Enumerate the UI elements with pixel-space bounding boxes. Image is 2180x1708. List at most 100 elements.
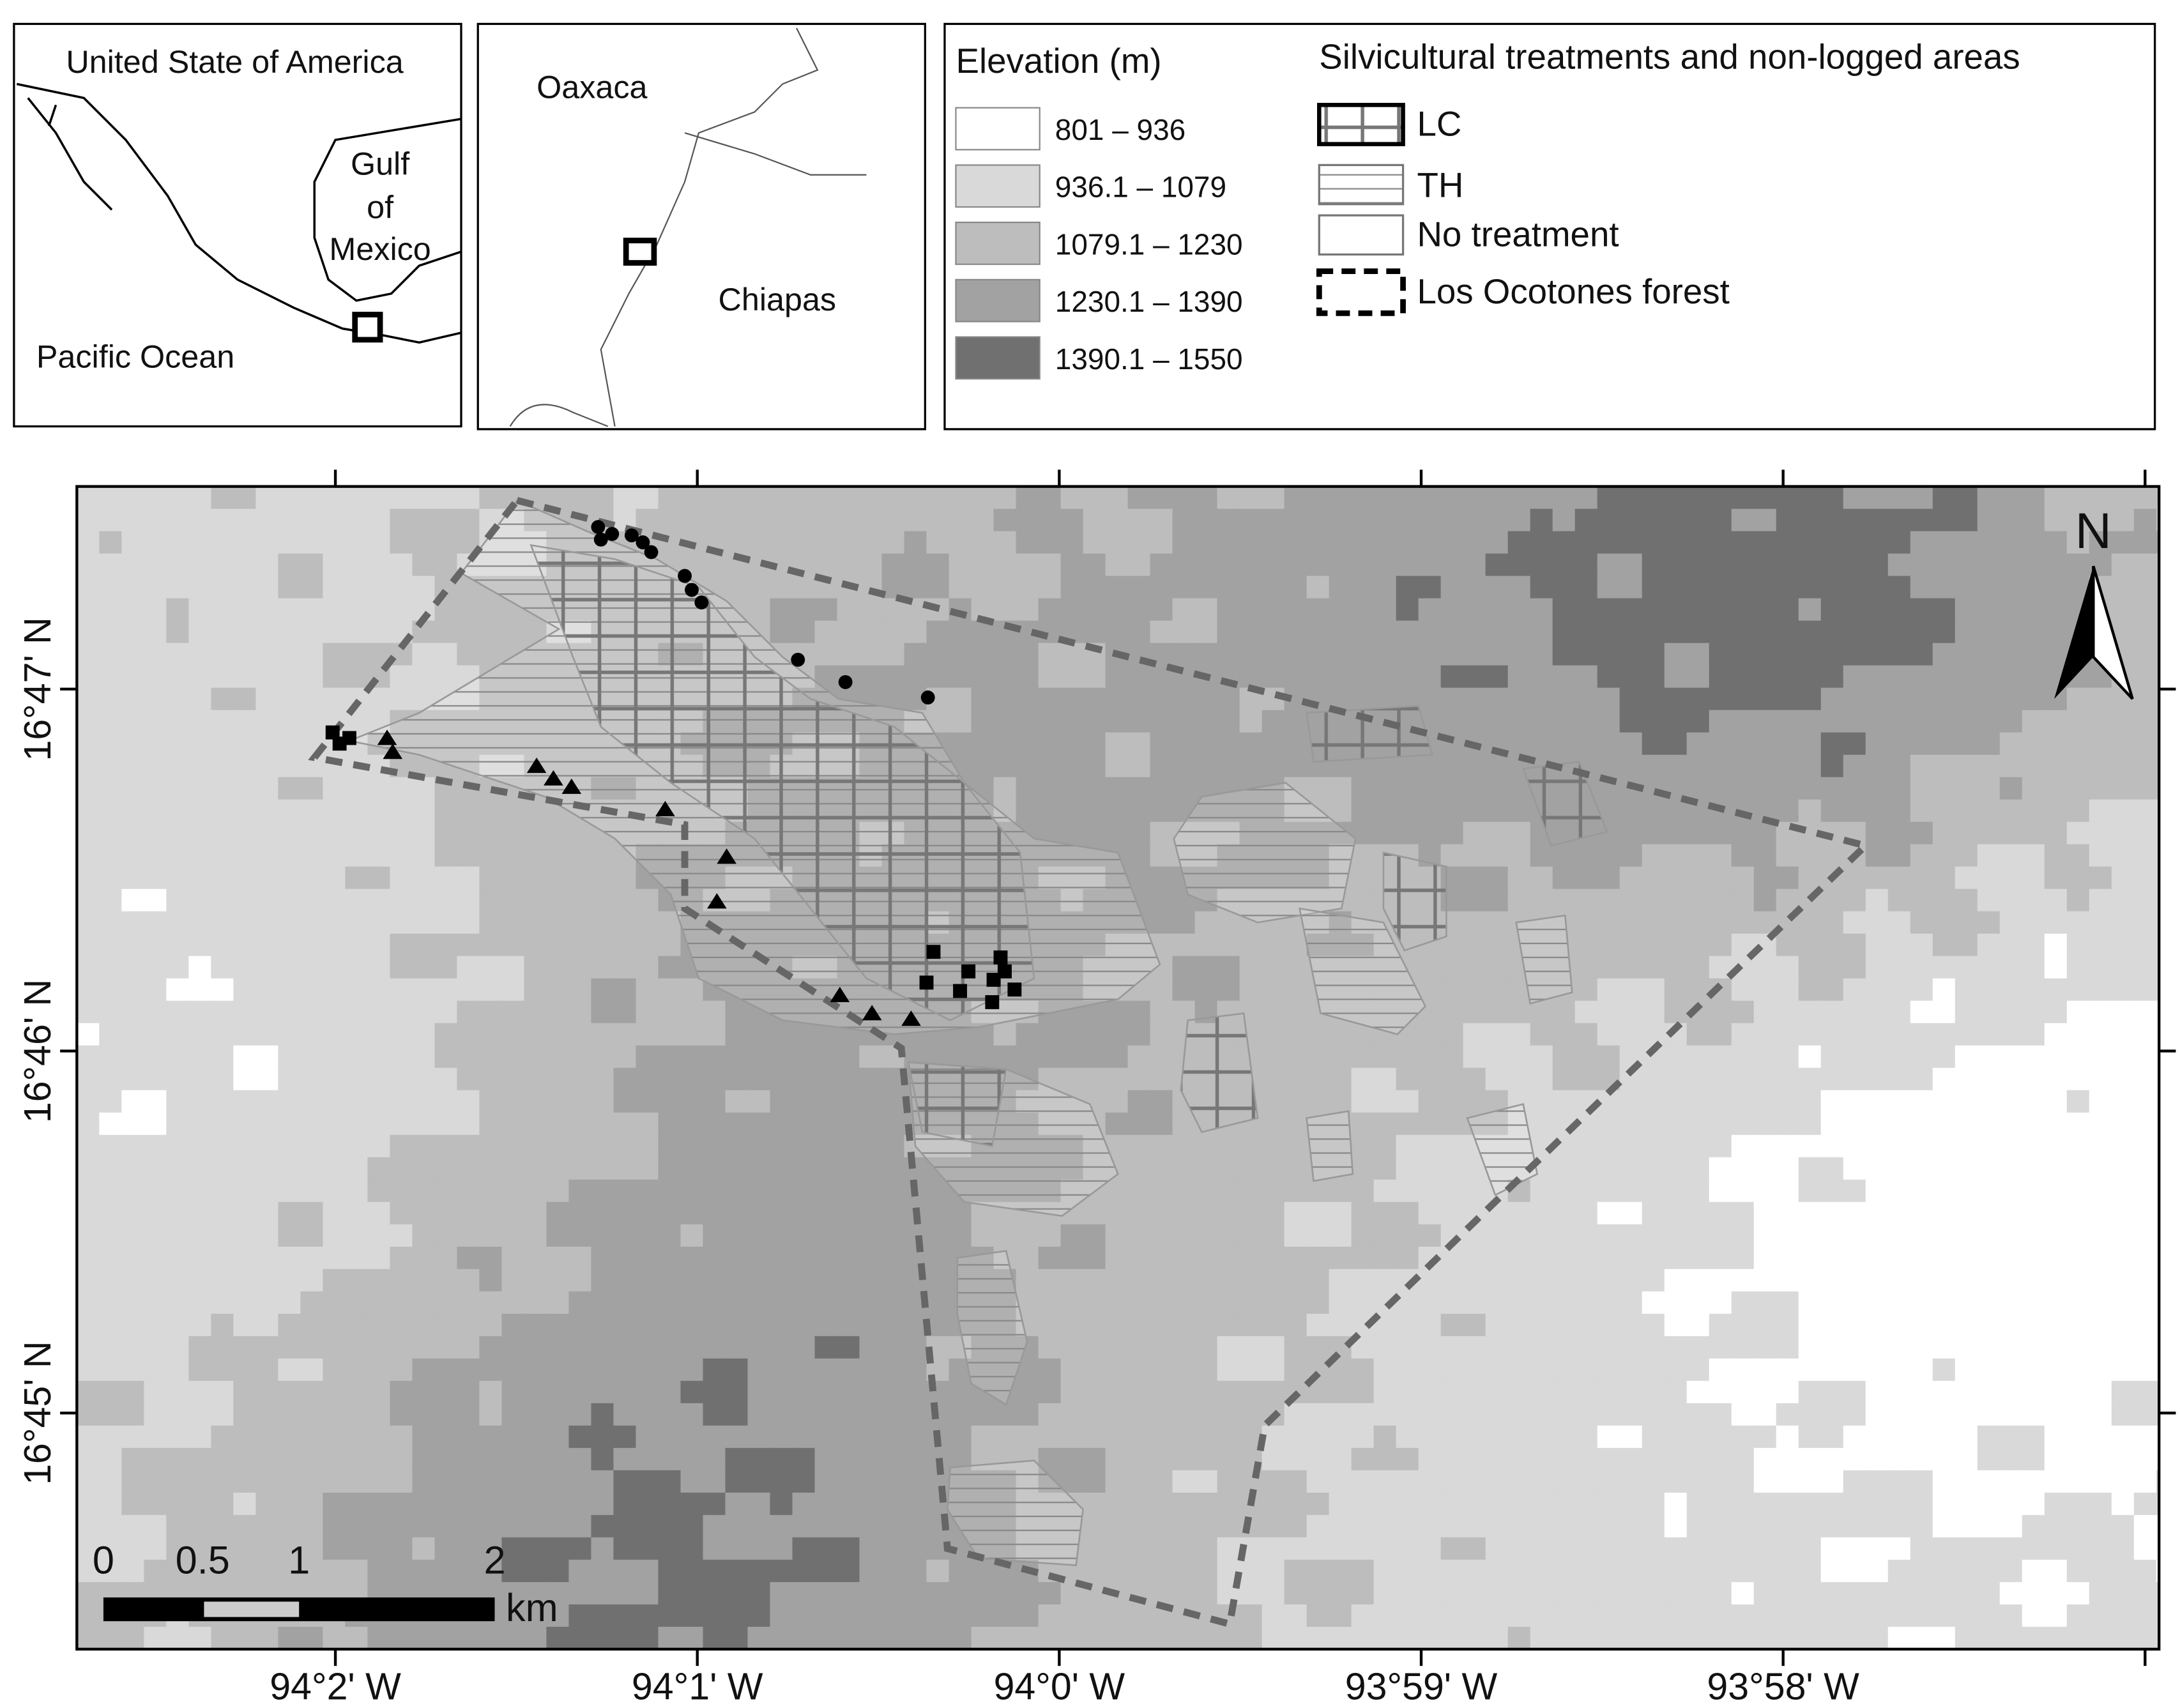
raster-cell xyxy=(568,821,592,845)
raster-cell xyxy=(278,933,301,957)
raster-cell xyxy=(591,956,614,979)
raster-cell xyxy=(680,1336,704,1359)
raster-cell xyxy=(1999,486,2023,510)
raster-cell xyxy=(1016,1023,1039,1046)
raster-cell xyxy=(1239,1246,1263,1270)
raster-cell xyxy=(613,1269,637,1292)
raster-cell xyxy=(1709,1604,1732,1628)
raster-cell xyxy=(1440,1157,1464,1180)
raster-cell xyxy=(747,508,771,532)
raster-cell xyxy=(278,1336,301,1359)
raster-cell xyxy=(1642,821,1665,845)
raster-cell xyxy=(1373,576,1397,599)
raster-cell xyxy=(1910,1246,1933,1270)
raster-cell xyxy=(770,508,793,532)
raster-cell xyxy=(255,553,279,577)
raster-cell xyxy=(1753,1403,1777,1426)
raster-cell xyxy=(255,844,279,867)
raster-cell xyxy=(1150,1000,1173,1024)
raster-cell xyxy=(1530,1045,1553,1069)
raster-cell xyxy=(300,1000,324,1024)
raster-cell xyxy=(211,754,234,778)
raster-cell xyxy=(591,1157,614,1180)
raster-cell xyxy=(725,1112,749,1136)
raster-cell xyxy=(591,1090,614,1113)
raster-cell xyxy=(99,732,123,756)
raster-cell xyxy=(1552,1582,1576,1605)
raster-cell xyxy=(1753,486,1777,510)
raster-cell xyxy=(881,508,905,532)
raster-cell xyxy=(524,1313,547,1337)
raster-cell xyxy=(1574,978,1598,1002)
raster-cell xyxy=(1932,1045,1956,1069)
raster-cell xyxy=(1463,1537,1486,1560)
raster-cell xyxy=(658,1582,682,1605)
raster-cell xyxy=(1083,1380,1106,1404)
raster-cell xyxy=(1932,1090,1956,1113)
raster-cell xyxy=(1507,1313,1531,1337)
raster-cell xyxy=(1217,1358,1240,1382)
raster-cell xyxy=(1530,1313,1553,1337)
raster-cell xyxy=(1709,911,1732,934)
raster-cell xyxy=(1083,687,1106,711)
raster-cell xyxy=(949,1425,972,1449)
legend-item: No treatment xyxy=(1417,214,1619,254)
raster-cell xyxy=(233,978,257,1002)
raster-cell xyxy=(926,576,950,599)
raster-cell xyxy=(278,1626,301,1649)
raster-cell xyxy=(1753,1582,1777,1605)
raster-cell xyxy=(658,1246,682,1270)
raster-cell xyxy=(2133,1470,2157,1493)
raster-cell xyxy=(1642,911,1665,934)
raster-cell xyxy=(457,1626,480,1649)
raster-cell xyxy=(457,1134,480,1158)
raster-cell xyxy=(1038,1582,1062,1605)
raster-cell xyxy=(1485,1559,1509,1583)
raster-cell xyxy=(1932,1134,1956,1158)
raster-cell xyxy=(814,1246,838,1270)
raster-cell xyxy=(1194,1514,1218,1538)
raster-cell xyxy=(255,1090,279,1113)
raster-cell xyxy=(2022,844,2045,867)
raster-cell xyxy=(1463,1604,1486,1628)
raster-cell xyxy=(1910,1470,1933,1493)
raster-cell xyxy=(345,1224,369,1247)
raster-cell xyxy=(2066,710,2090,733)
raster-cell xyxy=(1262,1559,1285,1583)
raster-cell xyxy=(1306,1201,1330,1225)
raster-cell xyxy=(479,1246,503,1270)
raster-cell xyxy=(1887,531,1911,554)
raster-cell xyxy=(1306,1269,1330,1292)
raster-cell xyxy=(680,1313,704,1337)
raster-cell xyxy=(2133,1626,2157,1649)
raster-cell xyxy=(390,531,413,554)
raster-cell xyxy=(367,1291,391,1315)
raster-cell xyxy=(1485,1023,1509,1046)
raster-cell xyxy=(323,1000,346,1024)
raster-cell xyxy=(1552,1090,1576,1113)
raster-cell xyxy=(546,1224,570,1247)
raster-cell xyxy=(1642,1336,1665,1359)
raster-cell xyxy=(1373,1246,1397,1270)
raster-cell xyxy=(1083,1447,1106,1471)
raster-cell xyxy=(412,1000,436,1024)
raster-cell xyxy=(1373,508,1397,532)
raster-cell xyxy=(2111,531,2135,554)
raster-cell xyxy=(1664,1492,1688,1516)
raster-cell xyxy=(1865,866,1889,890)
raster-cell xyxy=(814,1090,838,1113)
raster-cell xyxy=(2089,531,2112,554)
raster-cell xyxy=(1507,1380,1531,1404)
raster-cell xyxy=(390,1470,413,1493)
raster-cell xyxy=(1686,1336,1710,1359)
raster-cell xyxy=(1485,1045,1509,1069)
raster-cell xyxy=(501,1000,525,1024)
raster-cell xyxy=(792,1336,816,1359)
raster-cell xyxy=(457,933,480,957)
raster-cell xyxy=(1798,1112,1822,1136)
raster-cell xyxy=(703,553,726,577)
raster-cell xyxy=(479,486,503,510)
raster-cell xyxy=(479,1201,503,1225)
raster-cell xyxy=(1642,1403,1665,1426)
raster-cell xyxy=(1619,576,1643,599)
